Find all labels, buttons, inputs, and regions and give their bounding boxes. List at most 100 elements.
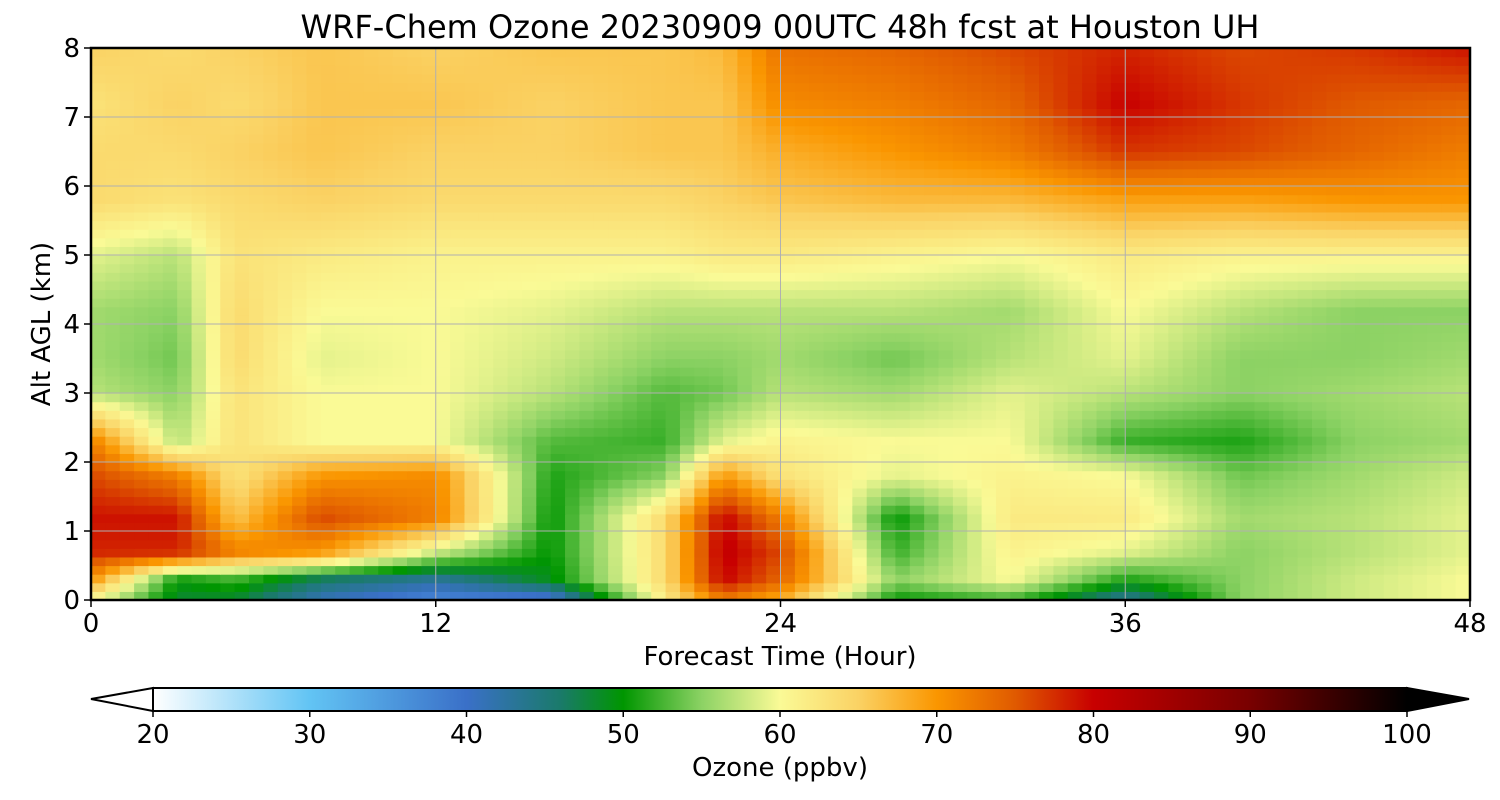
heatmap-cell — [464, 160, 480, 170]
heatmap-cell — [1455, 487, 1471, 498]
heatmap-cell — [464, 246, 480, 256]
heatmap-cell — [1039, 237, 1055, 247]
heatmap-cell — [306, 315, 322, 325]
heatmap-cell — [1067, 470, 1083, 480]
heatmap-cell — [1426, 177, 1442, 187]
heatmap-cell — [263, 418, 279, 429]
heatmap-cell — [421, 393, 437, 403]
heatmap-cell — [924, 470, 940, 480]
heatmap-cell — [708, 255, 724, 265]
heatmap-cell — [1355, 324, 1371, 334]
heatmap-cell — [335, 194, 351, 204]
heatmap-cell — [1010, 151, 1026, 161]
heatmap-cell — [234, 522, 250, 532]
heatmap-cell — [277, 479, 293, 489]
heatmap-cell — [1455, 289, 1471, 299]
heatmap-cell — [1139, 574, 1155, 584]
heatmap-cell — [292, 556, 308, 567]
heatmap-cell — [450, 548, 466, 558]
heatmap-cell — [995, 522, 1011, 532]
heatmap-cell — [967, 591, 983, 601]
heatmap-cell — [708, 582, 724, 592]
heatmap-cell — [335, 324, 351, 334]
heatmap-cell — [1383, 522, 1399, 532]
heatmap-cell — [1168, 263, 1184, 273]
heatmap-cell — [1398, 591, 1414, 601]
heatmap-cell — [1039, 194, 1055, 204]
heatmap-cell — [1153, 453, 1169, 463]
heatmap-cell — [378, 168, 394, 178]
heatmap-cell — [220, 505, 236, 515]
heatmap-cell — [1369, 591, 1385, 601]
heatmap-cell — [119, 367, 135, 377]
heatmap-cell — [478, 375, 494, 385]
heatmap-cell — [924, 246, 940, 256]
heatmap-cell — [1039, 565, 1055, 575]
heatmap-cell — [191, 479, 207, 489]
heatmap-cell — [1211, 280, 1227, 291]
heatmap-cell — [881, 272, 897, 282]
heatmap-cell — [1311, 496, 1327, 506]
heatmap-cell — [550, 470, 566, 480]
heatmap-cell — [464, 280, 480, 291]
heatmap-cell — [1211, 298, 1227, 308]
heatmap-cell — [493, 358, 509, 368]
heatmap-cell — [320, 591, 336, 601]
heatmap-cell — [335, 367, 351, 377]
heatmap-cell — [493, 522, 509, 532]
heatmap-cell — [881, 479, 897, 489]
heatmap-cell — [866, 220, 882, 230]
heatmap-cell — [1240, 522, 1256, 532]
heatmap-cell — [464, 418, 480, 429]
heatmap-cell — [866, 289, 882, 299]
heatmap-cell — [823, 306, 839, 316]
heatmap-cell — [852, 367, 868, 377]
heatmap-cell — [1125, 194, 1141, 204]
heatmap-cell — [1340, 384, 1356, 394]
heatmap-cell — [1024, 298, 1040, 308]
heatmap-cell — [1240, 229, 1256, 239]
heatmap-cell — [1197, 427, 1213, 437]
heatmap-cell — [1355, 470, 1371, 480]
heatmap-cell — [622, 332, 638, 342]
heatmap-cell — [1412, 436, 1428, 446]
heatmap-cell — [378, 246, 394, 256]
heatmap-cell — [866, 151, 882, 161]
heatmap-cell — [292, 444, 308, 454]
heatmap-cell — [1398, 513, 1414, 523]
heatmap-cell — [636, 565, 652, 575]
heatmap-cell — [837, 324, 853, 334]
heatmap-cell — [938, 556, 954, 567]
heatmap-cell — [694, 531, 710, 541]
heatmap-cell — [708, 194, 724, 204]
heatmap-cell — [507, 229, 523, 239]
heatmap-cell — [679, 151, 695, 161]
heatmap-cell — [1039, 531, 1055, 541]
heatmap-cell — [1383, 263, 1399, 273]
heatmap-cell — [952, 522, 968, 532]
heatmap-cell — [1340, 522, 1356, 532]
heatmap-cell — [1268, 470, 1284, 480]
heatmap-cell — [579, 505, 595, 515]
heatmap-cell — [1254, 151, 1270, 161]
heatmap-cell — [277, 375, 293, 385]
heatmap-cell — [191, 444, 207, 454]
heatmap-cell — [1182, 177, 1198, 187]
heatmap-cell — [1182, 375, 1198, 385]
heatmap-cell — [1082, 160, 1098, 170]
heatmap-cell — [177, 410, 193, 420]
heatmap-cell — [766, 203, 782, 213]
heatmap-cell — [823, 298, 839, 308]
heatmap-cell — [1340, 194, 1356, 204]
heatmap-cell — [521, 358, 537, 368]
heatmap-cell — [378, 591, 394, 601]
heatmap-cell — [1326, 539, 1342, 549]
heatmap-cell — [694, 229, 710, 239]
heatmap-cell — [608, 229, 624, 239]
heatmap-cell — [1455, 418, 1471, 429]
heatmap-cell — [1197, 220, 1213, 230]
heatmap-cell — [1355, 548, 1371, 558]
heatmap-cell — [694, 160, 710, 170]
heatmap-cell — [837, 401, 853, 411]
heatmap-cell — [162, 306, 178, 316]
